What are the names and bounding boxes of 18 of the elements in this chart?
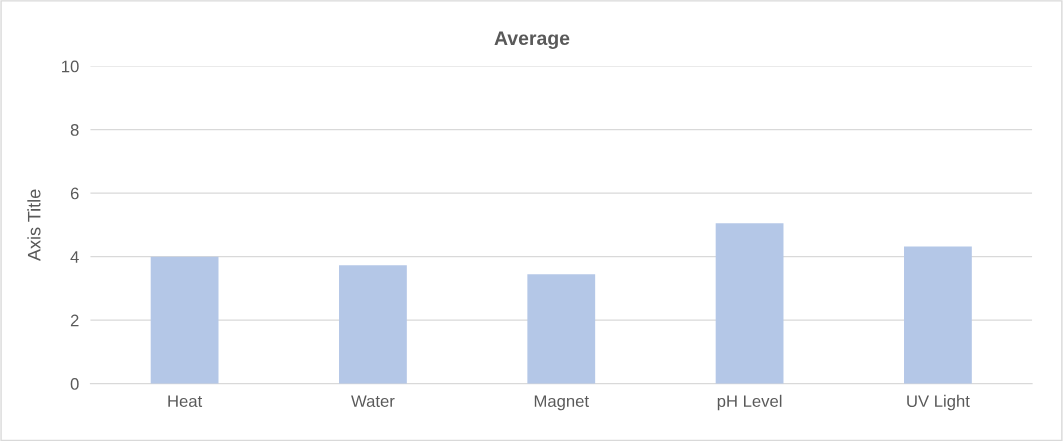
bar: [150, 256, 219, 384]
chart-title: Average: [494, 31, 570, 49]
y-tick-label: 10: [62, 60, 79, 73]
y-tick-label: 0: [70, 378, 79, 390]
x-tick-label: Magnet: [534, 395, 589, 411]
x-tick-label: Water: [351, 395, 395, 408]
y-tick-label: 8: [70, 124, 79, 136]
y-tick-label: 6: [70, 187, 79, 200]
bar: [715, 223, 784, 384]
x-tick-label: Heat: [168, 395, 203, 408]
bar: [527, 274, 596, 384]
y-tick-label: 4: [70, 251, 79, 263]
x-tick-label: pH Level: [717, 394, 782, 411]
bar: [904, 246, 972, 384]
bar: [339, 265, 407, 384]
x-tick-label: UV Light: [907, 394, 970, 411]
y-tick-label: 2: [70, 314, 79, 327]
y-axis-title: Axis Title: [27, 189, 41, 261]
